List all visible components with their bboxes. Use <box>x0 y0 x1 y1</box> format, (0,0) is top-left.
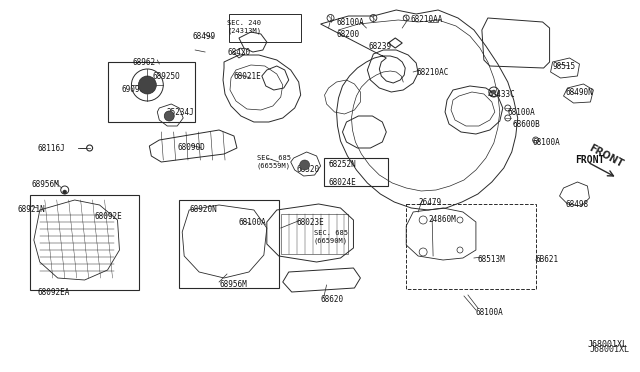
Text: 68490N: 68490N <box>566 88 593 97</box>
Text: 68925O: 68925O <box>152 72 180 81</box>
Text: 68021E: 68021E <box>234 72 262 81</box>
Text: 68420: 68420 <box>227 48 250 57</box>
Text: 68200: 68200 <box>337 30 360 39</box>
Text: J68001XL: J68001XL <box>588 340 627 349</box>
Text: 68210AC: 68210AC <box>416 68 449 77</box>
Bar <box>179 200 279 288</box>
Text: 68210AA: 68210AA <box>410 15 443 24</box>
Text: 26479: 26479 <box>418 198 442 207</box>
Text: 69090E: 69090E <box>122 85 149 94</box>
Text: 68024E: 68024E <box>328 178 356 187</box>
Text: 68600B: 68600B <box>513 120 541 129</box>
Bar <box>229 14 301 42</box>
Circle shape <box>164 111 174 121</box>
Text: 68092EA: 68092EA <box>38 288 70 297</box>
Text: 6B621: 6B621 <box>536 255 559 264</box>
Text: 68092E: 68092E <box>95 212 122 221</box>
Bar <box>324 158 388 186</box>
Text: 68116J: 68116J <box>38 144 65 153</box>
Text: FRONT: FRONT <box>575 155 605 165</box>
Text: 48433C: 48433C <box>488 90 516 99</box>
Bar <box>281 214 348 254</box>
Text: J68001XL: J68001XL <box>589 345 629 354</box>
Circle shape <box>138 76 156 94</box>
Text: SEC. 685
(66590M): SEC. 685 (66590M) <box>314 230 348 244</box>
Bar <box>30 195 140 290</box>
Text: 68620: 68620 <box>321 295 344 304</box>
Text: 68100A: 68100A <box>476 308 504 317</box>
Text: SEC. 685
(66559M): SEC. 685 (66559M) <box>257 155 291 169</box>
Text: 68920N: 68920N <box>189 205 217 214</box>
Text: 68100A: 68100A <box>532 138 561 147</box>
Text: 68520: 68520 <box>297 165 320 174</box>
Text: FRONT: FRONT <box>588 143 625 169</box>
Text: 68499: 68499 <box>192 32 215 41</box>
Text: 68090D: 68090D <box>177 143 205 152</box>
Bar <box>108 62 195 122</box>
Circle shape <box>300 160 310 170</box>
Text: 68956M: 68956M <box>219 280 247 289</box>
Circle shape <box>63 190 67 194</box>
Bar <box>406 204 536 289</box>
Text: 25234J: 25234J <box>166 108 194 117</box>
Text: 68239: 68239 <box>369 42 392 51</box>
Text: 68513M: 68513M <box>478 255 506 264</box>
Text: 68962: 68962 <box>132 58 156 67</box>
Text: 68252N: 68252N <box>328 160 356 169</box>
Circle shape <box>492 90 496 94</box>
Text: 68956M: 68956M <box>32 180 60 189</box>
Text: 68100A: 68100A <box>337 18 364 27</box>
Text: 98515: 98515 <box>552 62 576 71</box>
Text: 68100A: 68100A <box>508 108 536 117</box>
Text: SEC. 240
(24313M): SEC. 240 (24313M) <box>227 20 261 33</box>
Text: 68023E: 68023E <box>297 218 324 227</box>
Text: 68100A: 68100A <box>239 218 267 227</box>
Text: 68921N: 68921N <box>18 205 45 214</box>
Text: 68498: 68498 <box>566 200 589 209</box>
Text: 24860M: 24860M <box>428 215 456 224</box>
